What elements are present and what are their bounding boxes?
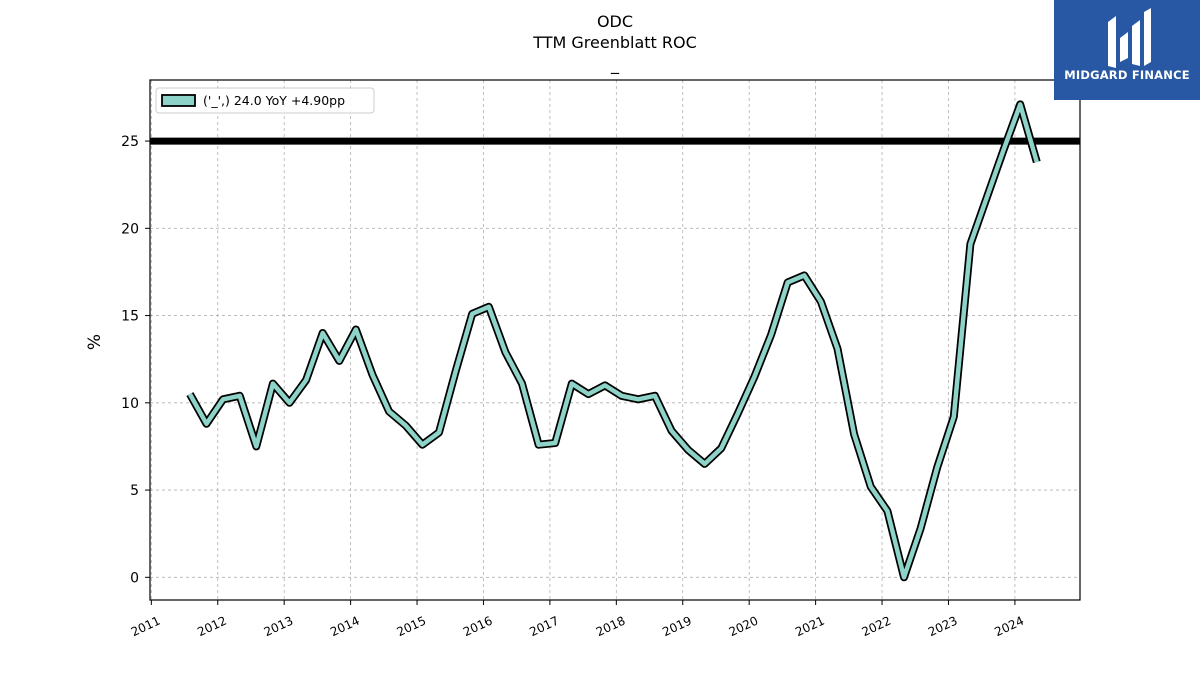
x-tick-label: 2016: [461, 614, 495, 640]
x-tick-label: 2018: [594, 614, 628, 640]
x-tick-label: 2014: [328, 614, 362, 640]
chart-title-line-3: _: [610, 55, 620, 75]
chart-title-line-2: TTM Greenblatt ROC: [532, 33, 697, 52]
x-tick-label: 2019: [660, 614, 694, 640]
y-tick-label: 15: [121, 309, 139, 325]
y-tick-label: 25: [121, 134, 139, 150]
x-tick-label: 2021: [793, 614, 827, 640]
x-tick-label: 2015: [395, 614, 429, 640]
legend: ('_',) 24.0 YoY +4.90pp: [155, 87, 375, 114]
logo-mark-icon: [1108, 8, 1151, 68]
midgard-finance-logo: MIDGARD FINANCE: [1054, 0, 1200, 100]
legend-box: [155, 87, 375, 114]
y-tick-label: 0: [130, 570, 139, 586]
series-line-outline: [186, 100, 1041, 582]
y-tick-label: 5: [130, 483, 139, 499]
series-line: [187, 102, 1039, 580]
grid: [150, 80, 1080, 600]
y-axis: 0 5 10 15 20 25: [121, 134, 150, 586]
plot-area: [150, 100, 1080, 582]
y-axis-label: %: [85, 334, 105, 350]
x-tick-label: 2020: [727, 614, 761, 640]
chart-title-line-1: ODC: [597, 12, 633, 31]
chart-title: ODC TTM Greenblatt ROC _: [532, 12, 697, 75]
x-tick-label: 2011: [129, 614, 163, 640]
x-tick-label: 2017: [527, 614, 561, 640]
x-axis: 2011 2012 2013 2014 2015 2016 2017 2018 2019 2020…: [129, 600, 1026, 639]
x-tick-label: 2012: [195, 614, 229, 640]
legend-swatch: [161, 94, 196, 107]
legend-entry-label: ('_',) 24.0 YoY +4.90pp: [203, 93, 345, 108]
x-tick-label: 2022: [860, 614, 894, 640]
x-tick-label: 2013: [262, 614, 296, 640]
y-tick-label: 20: [121, 221, 139, 237]
x-tick-label: 2023: [926, 614, 960, 640]
logo-text: MIDGARD FINANCE: [1064, 68, 1190, 82]
x-tick-label: 2024: [992, 614, 1026, 640]
plot-frame: [149, 79, 1081, 601]
y-tick-label: 10: [121, 396, 139, 412]
